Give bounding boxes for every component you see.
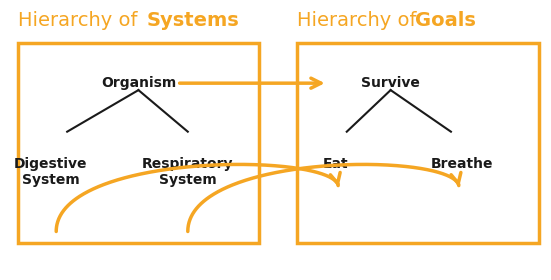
Text: Hierarchy of: Hierarchy of xyxy=(298,11,423,31)
Text: Eat: Eat xyxy=(323,157,349,171)
Text: Digestive
System: Digestive System xyxy=(14,157,88,187)
Text: Hierarchy of: Hierarchy of xyxy=(18,11,144,31)
Text: Breathe: Breathe xyxy=(431,157,493,171)
Text: Goals: Goals xyxy=(415,11,476,31)
FancyBboxPatch shape xyxy=(298,43,539,242)
Text: Survive: Survive xyxy=(361,76,420,90)
Text: Respiratory
System: Respiratory System xyxy=(142,157,234,187)
Text: Organism: Organism xyxy=(101,76,176,90)
Text: Systems: Systems xyxy=(147,11,240,31)
FancyBboxPatch shape xyxy=(18,43,259,242)
